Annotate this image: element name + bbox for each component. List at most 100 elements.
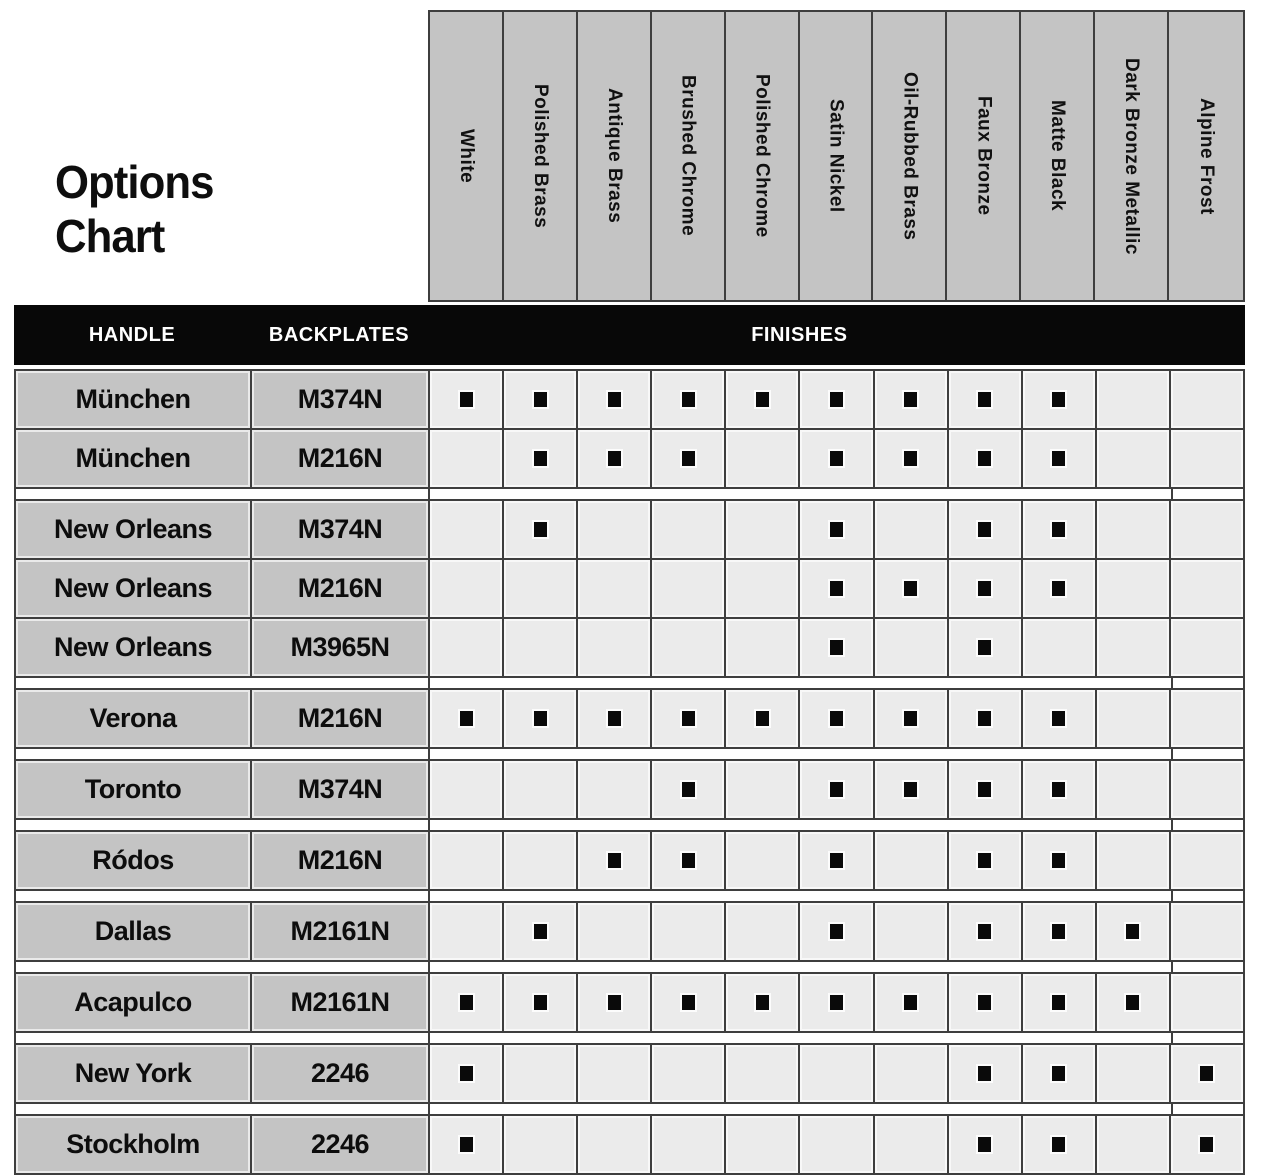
availability-marker: ■: [681, 782, 695, 797]
grid-rule-segment: [1243, 489, 1245, 499]
availability-marker: ■: [978, 451, 992, 466]
finish-cell: [578, 1045, 653, 1104]
finish-cell: ■: [948, 619, 1023, 678]
grid-rule-segment: [14, 749, 16, 759]
finish-column-header-label: Oil-Rubbed Brass: [899, 71, 921, 241]
finish-cell: ■: [800, 832, 875, 891]
finish-cell: [1022, 619, 1097, 678]
grid-rule-segment: [14, 1104, 16, 1114]
finish-cell: [1096, 619, 1171, 678]
finish-cell: ■: [948, 690, 1023, 749]
availability-marker: ■: [1052, 451, 1066, 466]
grid-rule-segment: [428, 962, 430, 972]
finish-column-header: Dark Bronze Metallic: [1095, 12, 1170, 300]
backplate-cell: M2161N: [252, 903, 430, 962]
finish-cell: ■: [948, 832, 1023, 891]
finish-cell: ■: [504, 690, 579, 749]
finish-cell: [430, 560, 505, 619]
availability-marker: ■: [904, 782, 918, 797]
finish-column-header-label: Antique Brass: [603, 88, 625, 224]
availability-marker: ■: [978, 1137, 992, 1152]
finish-cell: ■: [948, 560, 1023, 619]
availability-marker: ■: [681, 853, 695, 868]
backplate-cell: M216N: [252, 690, 430, 749]
availability-marker: ■: [978, 640, 992, 655]
finish-cell: [652, 501, 727, 560]
finish-cell: ■: [726, 371, 801, 430]
availability-marker: ■: [533, 924, 547, 939]
availability-marker: ■: [978, 853, 992, 868]
finish-cell: ■: [652, 832, 727, 891]
grid-rule-segment: [428, 678, 430, 688]
backplate-cell: M3965N: [252, 619, 430, 678]
finish-cell: [504, 1116, 579, 1175]
finish-cell: ■: [1022, 430, 1097, 489]
availability-marker: ■: [978, 995, 992, 1010]
finish-column-header: Brushed Chrome: [651, 12, 726, 300]
page-title-line2: Chart: [55, 210, 165, 262]
finish-cell: [874, 1116, 949, 1175]
finish-cell: [1170, 430, 1245, 489]
grid-rule-segment: [1170, 1033, 1173, 1043]
finish-cell: [1096, 832, 1171, 891]
finish-column-header-label: Alpine Frost: [1196, 97, 1218, 215]
finish-cell: [430, 903, 505, 962]
grid-rule-segment: [428, 1033, 430, 1043]
availability-marker: ■: [829, 392, 843, 407]
backplate-cell: M374N: [252, 371, 430, 430]
finish-cell: ■: [1022, 690, 1097, 749]
finish-cell: ■: [504, 430, 579, 489]
handle-cell: New Orleans: [16, 560, 252, 619]
finish-cell: [578, 560, 653, 619]
backplate-cell: M216N: [252, 430, 430, 489]
availability-marker: ■: [755, 711, 769, 726]
finish-cell: ■: [800, 371, 875, 430]
handle-cell: Verona: [16, 690, 252, 749]
handle-cell: Toronto: [16, 761, 252, 820]
finish-cell: [726, 501, 801, 560]
finish-cell: ■: [800, 690, 875, 749]
finish-cell: ■: [874, 974, 949, 1033]
finish-cell: ■: [652, 430, 727, 489]
finish-column-header-label: Polished Chrome: [751, 74, 773, 238]
backplate-cell: 2246: [252, 1045, 430, 1104]
finish-cell: ■: [1022, 501, 1097, 560]
finish-cell: [1096, 761, 1171, 820]
finish-cell: ■: [948, 1045, 1023, 1104]
handle-cell: Acapulco: [16, 974, 252, 1033]
finish-cell: [1170, 560, 1245, 619]
finish-cell: ■: [1022, 832, 1097, 891]
finishes-section-header: FINISHES: [751, 323, 848, 346]
availability-marker: ■: [1052, 522, 1066, 537]
availability-marker: ■: [904, 995, 918, 1010]
availability-marker: ■: [533, 522, 547, 537]
finish-cell: ■: [800, 761, 875, 820]
finish-cell: ■: [578, 690, 653, 749]
finish-cell: [1096, 371, 1171, 430]
finish-cell: [504, 1045, 579, 1104]
grid-rule-segment: [14, 891, 16, 901]
finish-cell: ■: [948, 430, 1023, 489]
finish-cell: ■: [430, 371, 505, 430]
finish-column-header: White: [430, 12, 504, 300]
finish-cell: ■: [874, 430, 949, 489]
handle-cell: Stockholm: [16, 1116, 252, 1175]
availability-marker: ■: [904, 711, 918, 726]
finish-column-header-label: Brushed Chrome: [677, 75, 699, 237]
finish-cell: [578, 619, 653, 678]
finish-cell: ■: [948, 974, 1023, 1033]
top-header-region: Options Chart White Polished Brass Antique…: [14, 10, 1245, 302]
group-gap: [14, 820, 1245, 830]
finish-cell: ■: [652, 690, 727, 749]
page-title: Options Chart: [55, 155, 214, 263]
finish-cell: [504, 560, 579, 619]
availability-marker: ■: [607, 711, 621, 726]
